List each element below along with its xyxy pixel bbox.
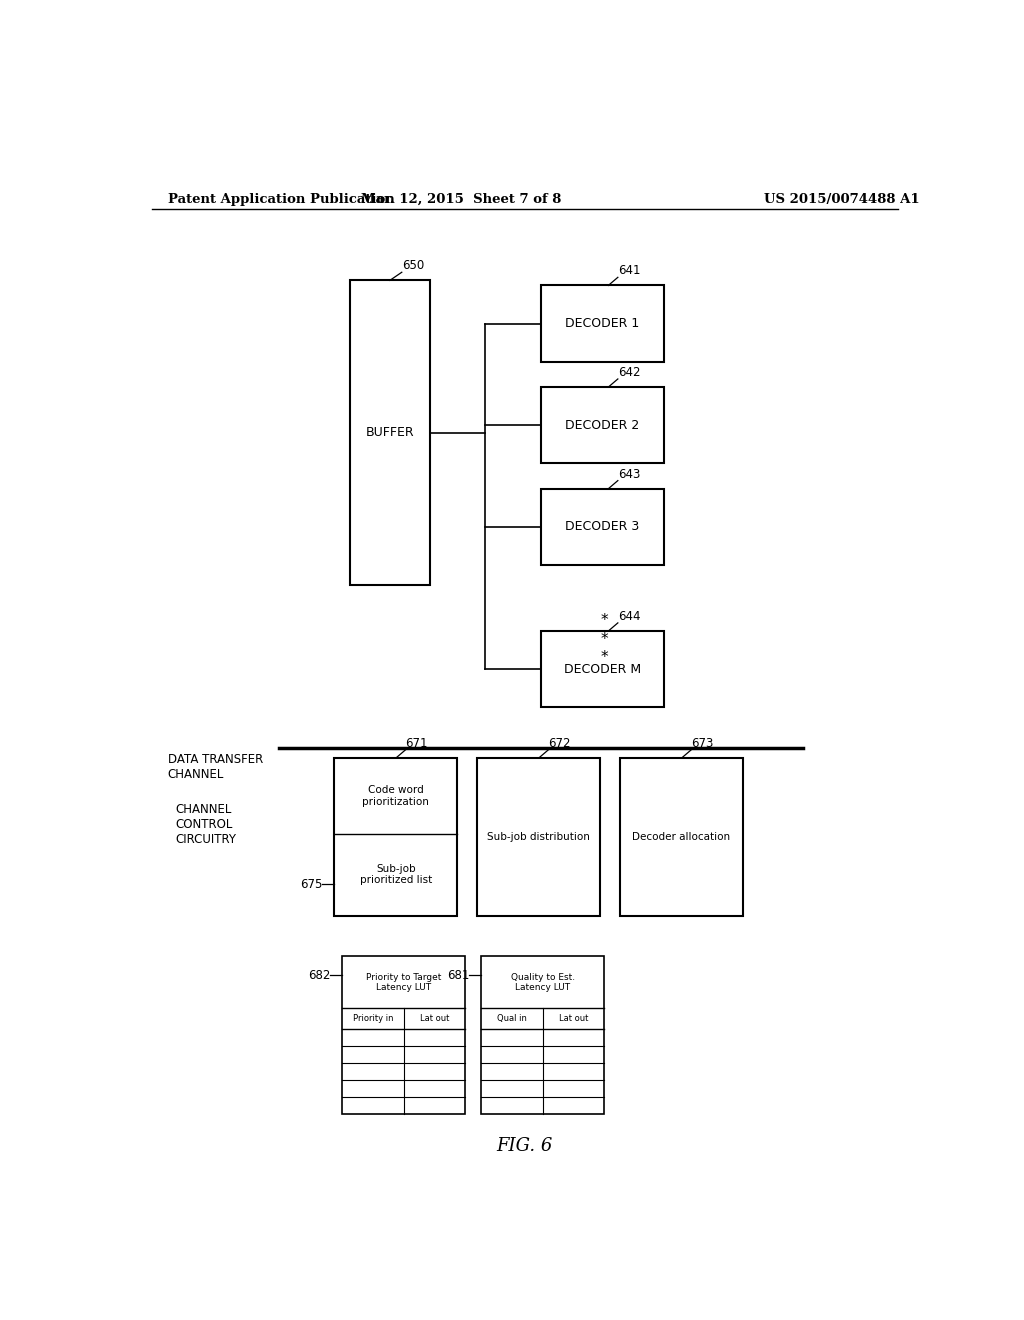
Text: *: * xyxy=(600,649,608,665)
FancyBboxPatch shape xyxy=(620,758,743,916)
Text: 673: 673 xyxy=(691,737,714,750)
Text: Lat out: Lat out xyxy=(559,1014,588,1023)
Text: DECODER 3: DECODER 3 xyxy=(565,520,639,533)
Text: 672: 672 xyxy=(548,737,570,750)
Text: 642: 642 xyxy=(617,366,640,379)
Text: 643: 643 xyxy=(617,467,640,480)
Text: DECODER M: DECODER M xyxy=(563,663,641,676)
Text: *: * xyxy=(600,632,608,647)
Text: Sub-job distribution: Sub-job distribution xyxy=(487,832,590,842)
Text: CHANNEL
CONTROL
CIRCUITRY: CHANNEL CONTROL CIRCUITRY xyxy=(176,803,237,846)
Text: 682: 682 xyxy=(308,969,331,982)
FancyBboxPatch shape xyxy=(541,285,664,362)
Text: *: * xyxy=(600,614,608,628)
Text: DECODER 2: DECODER 2 xyxy=(565,418,639,432)
FancyBboxPatch shape xyxy=(541,488,664,565)
Text: BUFFER: BUFFER xyxy=(366,426,414,440)
Text: Code word
prioritization: Code word prioritization xyxy=(362,785,429,807)
FancyBboxPatch shape xyxy=(350,280,430,585)
Text: 675: 675 xyxy=(300,878,323,891)
Text: 671: 671 xyxy=(406,737,428,750)
Text: 650: 650 xyxy=(401,259,424,272)
Text: 681: 681 xyxy=(446,969,469,982)
Text: Mar. 12, 2015  Sheet 7 of 8: Mar. 12, 2015 Sheet 7 of 8 xyxy=(361,193,561,206)
FancyBboxPatch shape xyxy=(477,758,600,916)
Text: DATA TRANSFER
CHANNEL: DATA TRANSFER CHANNEL xyxy=(168,752,263,781)
Text: Sub-job
prioritized list: Sub-job prioritized list xyxy=(359,863,432,886)
FancyBboxPatch shape xyxy=(334,758,458,916)
FancyBboxPatch shape xyxy=(541,387,664,463)
FancyBboxPatch shape xyxy=(481,956,604,1114)
Text: DECODER 1: DECODER 1 xyxy=(565,317,639,330)
Text: Patent Application Publication: Patent Application Publication xyxy=(168,193,394,206)
Text: 644: 644 xyxy=(617,610,640,623)
FancyBboxPatch shape xyxy=(541,631,664,708)
Text: Priority in: Priority in xyxy=(353,1014,393,1023)
Text: Decoder allocation: Decoder allocation xyxy=(633,832,730,842)
Text: US 2015/0074488 A1: US 2015/0074488 A1 xyxy=(765,193,920,206)
Text: Quality to Est.
Latency LUT: Quality to Est. Latency LUT xyxy=(511,973,574,991)
Text: 641: 641 xyxy=(617,264,640,277)
Text: Priority to Target
Latency LUT: Priority to Target Latency LUT xyxy=(367,973,441,991)
FancyBboxPatch shape xyxy=(342,956,465,1114)
Text: FIG. 6: FIG. 6 xyxy=(497,1138,553,1155)
Text: Qual in: Qual in xyxy=(497,1014,526,1023)
Text: Lat out: Lat out xyxy=(420,1014,450,1023)
